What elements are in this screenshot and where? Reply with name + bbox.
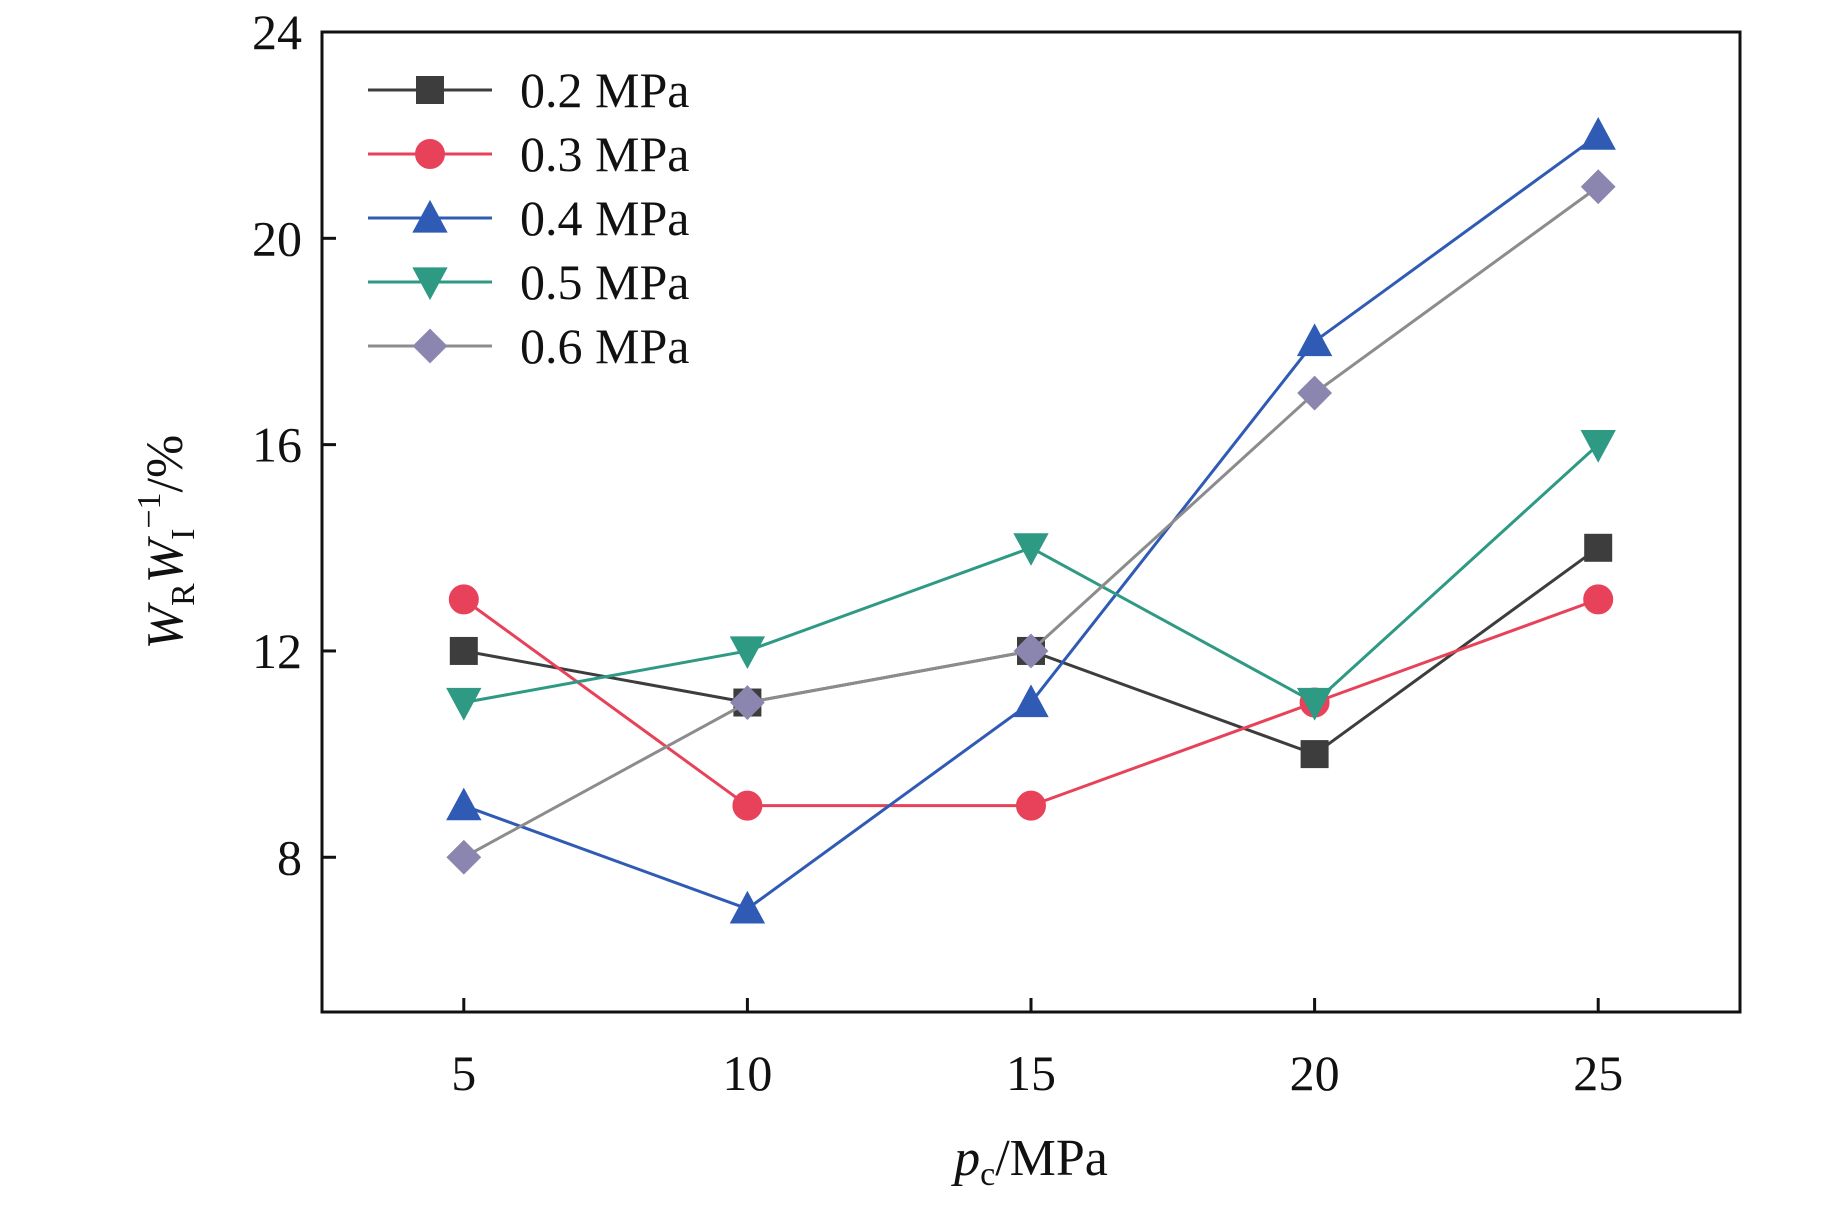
data-point	[1297, 375, 1333, 411]
axis-ticks: 5 10 15 20 25 8 12 16 20 24	[252, 4, 1623, 1101]
legend-entry: 0.2 MPa	[368, 62, 689, 118]
x-tick-label: 20	[1290, 1045, 1340, 1101]
data-point	[1584, 533, 1613, 562]
legend-entry: 0.5 MPa	[368, 254, 689, 310]
series-4	[446, 430, 1616, 721]
series-3	[446, 117, 1616, 924]
legend-entry: 0.6 MPa	[368, 318, 689, 374]
data-point	[449, 636, 478, 665]
y-tick-label: 16	[252, 417, 302, 473]
x-tick-label: 15	[1006, 1045, 1056, 1101]
legend-marker	[412, 267, 448, 301]
legend-label: 0.2 MPa	[520, 62, 689, 118]
data-point	[729, 890, 766, 924]
data-point	[1580, 430, 1616, 463]
data-point	[1296, 323, 1333, 357]
legend-entry: 0.3 MPa	[368, 126, 689, 182]
y-axis-title: WRWI−1/%	[131, 435, 202, 650]
legend-marker	[415, 139, 445, 169]
legend-marker	[416, 76, 444, 104]
data-point	[1580, 117, 1616, 150]
series-5	[446, 169, 1616, 875]
legend-label: 0.3 MPa	[520, 126, 689, 182]
plot-area	[446, 117, 1616, 924]
x-axis-title: pc/MPa	[950, 1130, 1108, 1193]
y-tick-label: 12	[252, 623, 302, 679]
data-point	[732, 790, 763, 821]
data-point	[729, 685, 765, 720]
data-point	[1300, 740, 1329, 769]
legend: 0.2 MPa 0.3 MPa 0.4 MPa 0.5 MPa 0.6 MPa	[368, 62, 689, 374]
data-point	[1013, 684, 1049, 718]
data-point	[1296, 687, 1333, 721]
legend-marker	[412, 199, 448, 233]
legend-label: 0.6 MPa	[520, 318, 689, 374]
y-tick-label: 20	[252, 210, 302, 266]
legend-label: 0.4 MPa	[520, 190, 689, 246]
data-point	[1583, 584, 1614, 615]
legend-marker	[412, 328, 448, 364]
data-point	[1013, 633, 1049, 669]
x-tick-label: 25	[1573, 1045, 1623, 1101]
data-point	[1580, 169, 1616, 205]
data-point	[446, 787, 482, 821]
data-point	[1016, 790, 1046, 821]
x-tick-label: 10	[722, 1045, 772, 1101]
data-point	[729, 636, 766, 670]
legend-label: 0.5 MPa	[520, 254, 689, 310]
y-tick-label: 8	[277, 829, 302, 885]
legend-entry: 0.4 MPa	[368, 190, 689, 246]
data-point	[446, 839, 482, 875]
y-tick-label: 24	[252, 4, 302, 60]
data-point	[448, 584, 479, 615]
data-point	[446, 687, 482, 721]
x-tick-label: 5	[451, 1045, 476, 1101]
data-point	[1013, 533, 1049, 566]
